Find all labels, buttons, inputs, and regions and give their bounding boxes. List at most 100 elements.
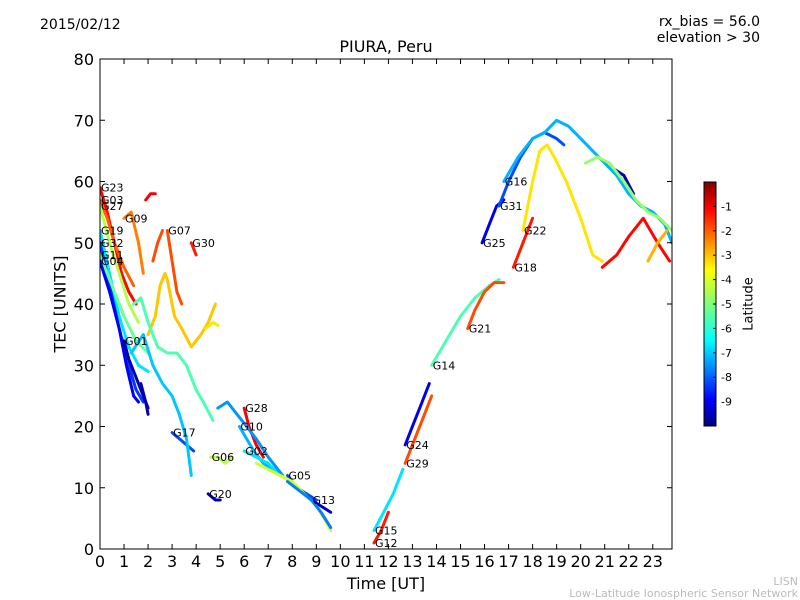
date-label: 2015/02/12 xyxy=(40,17,121,33)
series-track-unlabeled-34 xyxy=(146,271,217,349)
y-tick-label-40: 40 xyxy=(74,295,94,314)
series-track-g29 xyxy=(403,394,434,465)
y-tick-label-10: 10 xyxy=(74,479,94,498)
series-track-unlabeled-39 xyxy=(151,229,164,263)
colorbar-tick-label-7: -7 xyxy=(721,347,732,360)
satellite-label-g19: G19 xyxy=(101,225,124,238)
credit-block: LISN Low-Latitude Ionospheric Sensor Net… xyxy=(569,576,798,600)
series-track-g24 xyxy=(403,382,431,447)
plot-frame xyxy=(99,58,673,550)
x-tick-label-4: 4 xyxy=(191,552,201,571)
x-tick-label-17: 17 xyxy=(498,552,518,571)
x-tick-label-5: 5 xyxy=(215,552,225,571)
y-tick-label-70: 70 xyxy=(74,111,94,130)
series-track-g06 xyxy=(209,455,234,465)
y-tick-label-80: 80 xyxy=(74,50,94,69)
series-track-g17 xyxy=(170,431,196,453)
satellite-label-g24: G24 xyxy=(406,439,429,452)
x-tick-label-23: 23 xyxy=(643,552,663,571)
series-track-g19 xyxy=(100,229,150,373)
x-tick-label-11: 11 xyxy=(354,552,374,571)
y-axis-label: TEC [UNITS] xyxy=(50,255,70,353)
x-tick-label-22: 22 xyxy=(619,552,639,571)
chart-title: PIURA, Peru xyxy=(339,37,433,56)
colorbar-tick-label-1: -1 xyxy=(721,200,732,213)
colorbar-tick-label-3: -3 xyxy=(721,249,732,262)
satellite-label-g06: G06 xyxy=(212,451,235,464)
series-track-g10 xyxy=(237,425,275,471)
series-track-g20 xyxy=(206,492,222,502)
satellite-label-g21: G21 xyxy=(469,323,492,336)
y-tick-label-20: 20 xyxy=(74,418,94,437)
rx-bias-label: rx_bias = 56.0 xyxy=(658,14,760,30)
y-axis: 0 10 20 30 40 50 60 70 80 xyxy=(74,50,672,559)
satellite-label-g12: G12 xyxy=(375,537,398,550)
series-track-g22 xyxy=(521,143,604,263)
elevation-label: elevation > 30 xyxy=(656,30,760,46)
x-axis: 0 1 2 3 4 5 6 7 8 9 10 11 12 13 14 15 16 17 18 19 20 21 22 23 xyxy=(95,59,663,571)
satellite-label-g14: G14 xyxy=(433,359,456,372)
series-track-g09 xyxy=(122,210,145,275)
satellite-label-g23: G23 xyxy=(101,182,124,195)
colorbar-tick-label-8: -8 xyxy=(721,371,732,384)
x-tick-label-12: 12 xyxy=(378,552,398,571)
x-tick-label-0: 0 xyxy=(95,552,105,571)
y-tick-label-30: 30 xyxy=(74,356,94,375)
x-tick-label-8: 8 xyxy=(287,552,297,571)
x-tick-label-18: 18 xyxy=(522,552,542,571)
satellite-label-g15: G15 xyxy=(375,525,398,538)
satellite-label-g20: G20 xyxy=(209,488,232,501)
satellite-label-g13: G13 xyxy=(313,494,336,507)
satellite-label-g02: G02 xyxy=(245,445,268,458)
satellite-label-g27: G27 xyxy=(101,200,124,213)
satellite-label-g03: G03 xyxy=(101,194,124,207)
satellite-label-g11: G11 xyxy=(101,249,124,262)
series-track-unlabeled-40 xyxy=(144,192,157,202)
series-track-g03 xyxy=(100,198,136,288)
satellite-label-g10: G10 xyxy=(240,421,263,434)
series-track-g02 xyxy=(242,449,282,477)
satellite-label-g31: G31 xyxy=(500,200,523,213)
colorbar-tick-label-2: -2 xyxy=(721,225,732,238)
satellite-label-g09: G09 xyxy=(125,212,148,225)
x-axis-label: Time [UT] xyxy=(346,574,426,593)
credit-lisn: LISN xyxy=(773,575,798,588)
series-track-g07 xyxy=(165,229,184,306)
series-track-g18 xyxy=(511,216,535,269)
satellite-label-g22: G22 xyxy=(524,225,547,238)
series-track-g15 xyxy=(372,467,405,533)
colorbar-tick-label-9: -9 xyxy=(721,396,732,409)
colorbar-tick-label-4: -4 xyxy=(721,274,732,287)
satellite-label-g01: G01 xyxy=(125,335,148,348)
series-track-g16 xyxy=(502,118,672,245)
satellite-label-g32: G32 xyxy=(101,237,124,250)
series-track-g23 xyxy=(100,186,138,306)
series-track-unlabeled-36 xyxy=(129,333,193,477)
x-tick-label-14: 14 xyxy=(426,552,446,571)
series-track-unlabeled-38 xyxy=(204,320,220,330)
x-tick-label-3: 3 xyxy=(167,552,177,571)
satellite-label-g07: G07 xyxy=(168,225,191,238)
x-tick-label-13: 13 xyxy=(402,552,422,571)
y-tick-label-60: 60 xyxy=(74,173,94,192)
series-track-unlabeled-37 xyxy=(216,400,285,477)
x-tick-label-19: 19 xyxy=(546,552,566,571)
series-track-g21 xyxy=(466,281,506,330)
series-track-unlabeled-41 xyxy=(139,382,150,416)
series-track-g30 xyxy=(189,241,198,257)
x-tick-label-20: 20 xyxy=(570,552,590,571)
x-tick-label-16: 16 xyxy=(474,552,494,571)
series-track-unlabeled-31 xyxy=(584,155,672,232)
colorbar-tick-label-6: -6 xyxy=(721,322,732,335)
satellite-label-g29: G29 xyxy=(406,457,429,470)
x-tick-label-21: 21 xyxy=(595,552,615,571)
satellite-label-g30: G30 xyxy=(192,237,215,250)
series-layer xyxy=(100,118,672,545)
x-tick-label-10: 10 xyxy=(330,552,350,571)
satellite-label-g05: G05 xyxy=(289,470,312,483)
satellite-label-g04: G04 xyxy=(101,255,124,268)
colorbar-tick-label-5: -5 xyxy=(721,298,732,311)
y-tick-label-0: 0 xyxy=(84,540,94,559)
